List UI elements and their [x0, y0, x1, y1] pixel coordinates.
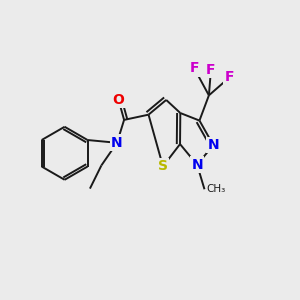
Text: N: N	[191, 158, 203, 172]
Text: O: O	[112, 93, 124, 106]
Text: F: F	[206, 63, 216, 77]
Text: S: S	[158, 159, 168, 173]
Text: F: F	[189, 61, 199, 75]
Text: N: N	[208, 138, 219, 152]
Text: CH₃: CH₃	[206, 184, 225, 194]
Text: N: N	[111, 136, 123, 150]
Text: F: F	[225, 70, 234, 84]
